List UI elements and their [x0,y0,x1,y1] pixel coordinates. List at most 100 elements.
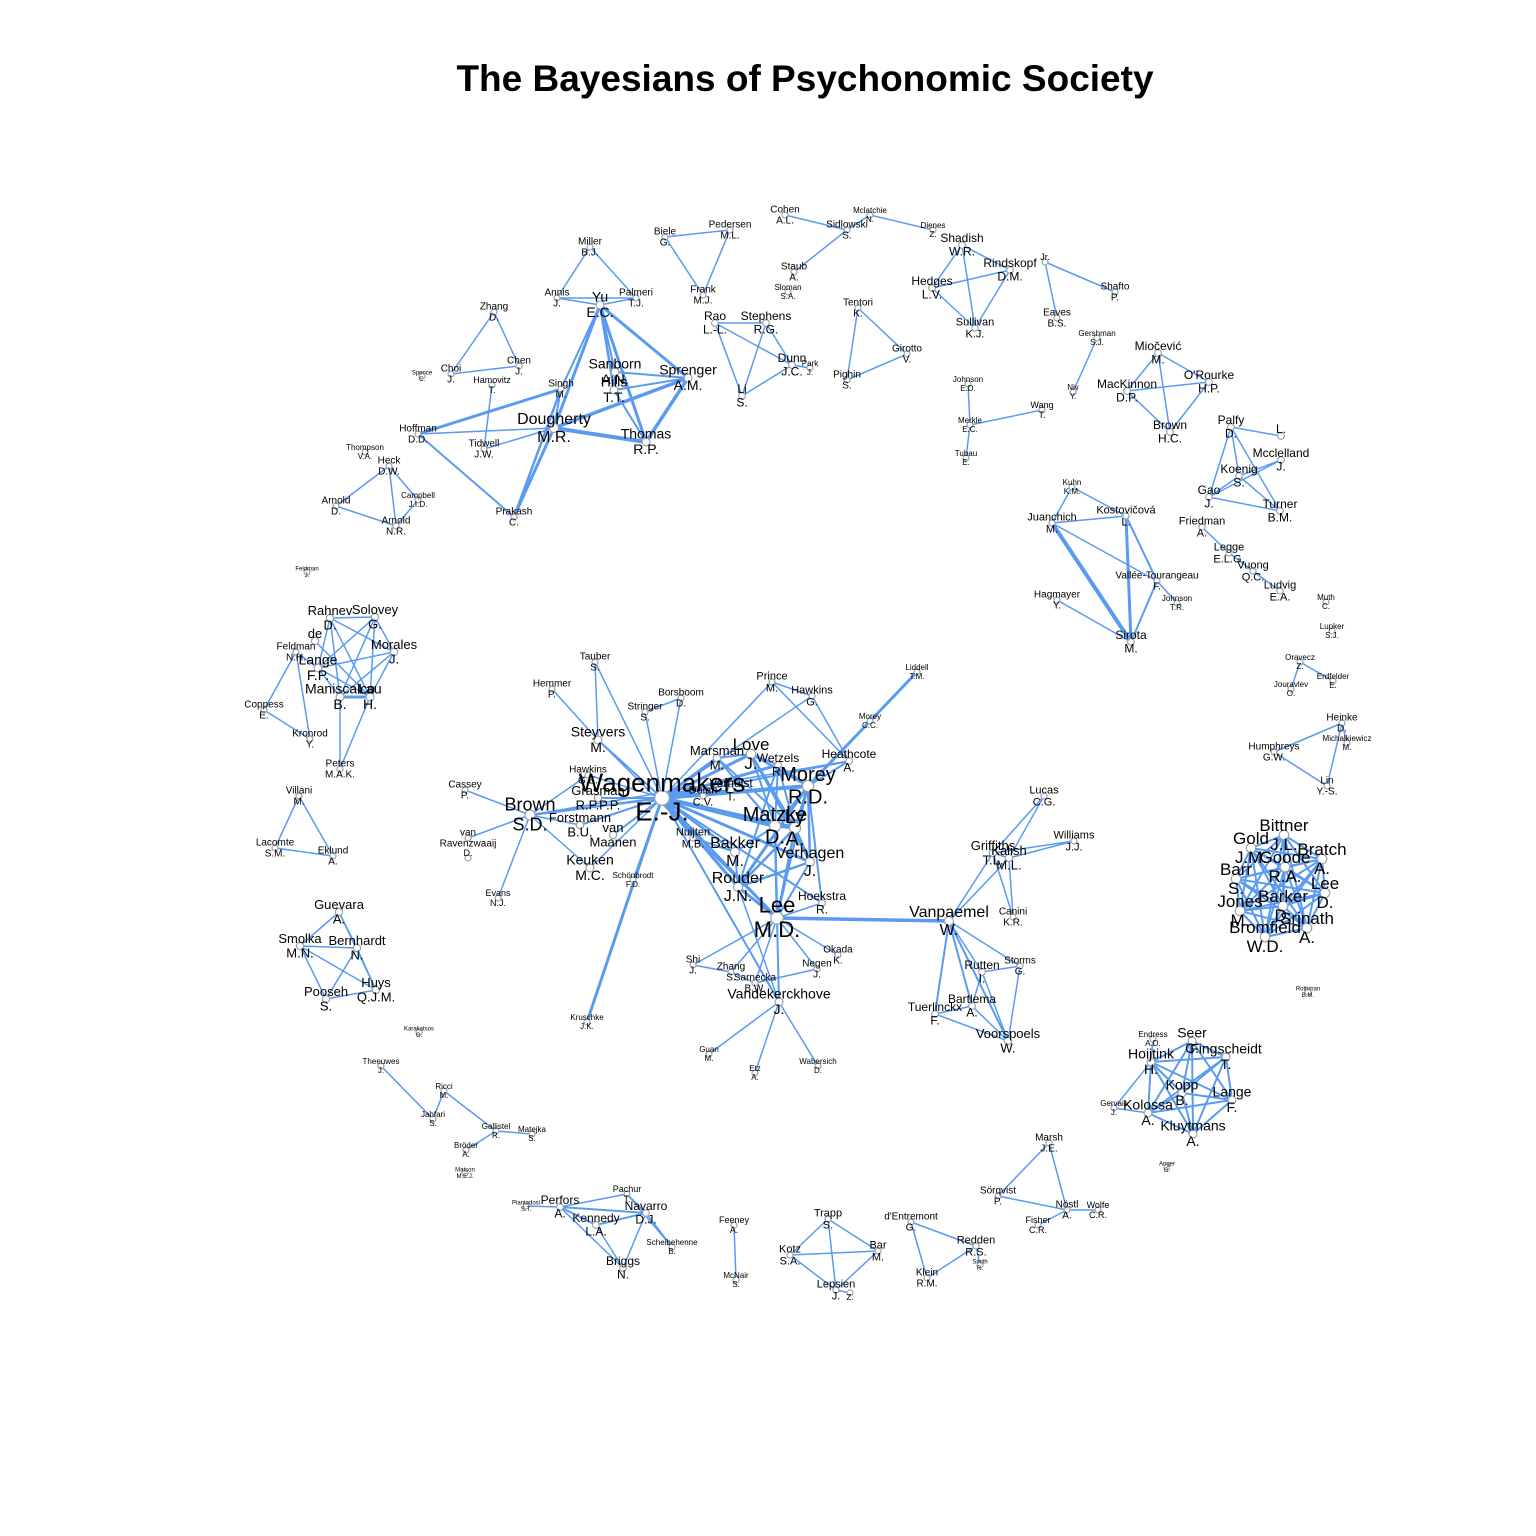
author-node-evans [494,894,502,902]
author-initials: J. [689,966,697,977]
author-node-jones [1234,905,1246,917]
author-node-trapp [824,1215,832,1223]
author-surname: Marsh [1035,1133,1063,1144]
author-node-jahfari [429,1115,437,1123]
author-initials: S. [823,1220,833,1232]
author-surname: Eklund [318,846,349,857]
author-initials: S.M. [265,849,286,860]
author-surname: Kotz [779,1243,801,1255]
coauthor-edge-brownsd-hawkinsgm [529,774,589,816]
author-initials: M. [710,757,724,772]
author-surname: Lange [1213,1084,1252,1100]
author-label-hedges: Hedges L.V. [911,274,952,301]
author-label-tubau: Tubau E. [955,449,977,467]
author-node-peters [336,765,344,773]
author-node-lange [313,663,323,673]
author-surname: Piantadosi [512,1201,540,1207]
author-label-griffiths: Griffiths T.L. [971,838,1016,868]
coauthor-edge-brownsd-evans [497,814,531,899]
author-surname: Ludvig [1264,579,1296,591]
author-node-srinath [1301,922,1313,934]
author-label-merkle: Merkle E.C. [958,416,983,434]
coauthor-edge-langef-kluytmans [1192,1099,1233,1135]
author-initials: N. [351,947,364,962]
author-initials: T.M. [909,672,924,681]
author-node-dienes [929,226,937,234]
coauthor-edge-love-matzke [750,753,776,827]
author-surname: Arnold [382,516,411,527]
author-surname: Endress [1138,1030,1167,1039]
author-surname: Lucas [1029,784,1059,796]
author-label-vanravenzwaaij: van Ravenzwaaij [440,828,497,850]
author-initials: K. [833,956,842,967]
coauthor-edge-legge-vuong [1228,552,1254,572]
coauthor-edge-seer-kopp [1181,1040,1193,1094]
author-initials: L.A. [585,1224,606,1238]
author-initials: A. [462,1150,470,1159]
author-initials: J.I.D. [409,500,428,509]
author-surname: Sanborn [589,356,642,372]
author-initials: S. [842,381,851,392]
author-surname: Pedersen [709,220,752,231]
author-label-gao: Gao J. [1198,483,1221,510]
author-surname: Hemmer [533,679,572,690]
author-surname: Sloman [774,283,801,292]
author-surname: Lee [1311,874,1339,893]
coauthor-edge-vallee-sirota [1130,580,1158,643]
author-label-hawkinsgm: Hawkins G.E. [569,765,607,787]
author-node-stephens [762,319,770,327]
author-surname: Rindskopf [983,256,1037,270]
author-label-bakker: Bakker M. [710,835,760,870]
author-surname: Cassey [448,780,481,791]
author-initials: E.C. [586,304,613,320]
author-surname: Sarnecka [734,973,777,984]
author-initials: S. [732,1280,740,1289]
author-label-ludvig: Ludvig E.A. [1264,579,1296,603]
author-node-sarnecka [751,979,759,987]
author-node-marsman [712,753,722,763]
author-node-lepz [846,1289,854,1297]
coauthor-edge-lucas-griffiths [992,795,1045,854]
coauthor-edge-gold-bratch [1250,847,1323,860]
author-node-tentori [854,304,862,312]
author-initials: R. [492,1131,500,1140]
coauthor-edge-vallee-johnsontr [1156,580,1178,604]
author-label-wagenmakers: Wagenmakers E.-J. [579,768,746,827]
author-label-nostl: Nöstl A. [1056,1200,1079,1222]
author-initials: E.L.G. [1213,554,1244,566]
author-node-voorspoels [1003,1036,1013,1046]
author-node-vuong [1249,567,1257,575]
author-label-rahnev: Rahnev D. [308,603,353,633]
coauthor-edge-leemd-vandekerckhove [776,917,780,1003]
author-node-gershman [1093,334,1101,342]
author-label-biele: Biele G. [654,227,677,249]
author-label-wabersich: Wabersich D. [799,1057,837,1075]
author-node-kolossa [1143,1108,1153,1118]
author-label-sarnecka: Sarnecka B.W. [734,973,777,995]
author-label-bar: Bar M. [869,1239,886,1263]
author-initials: J. [1204,496,1213,510]
author-surname: Gervais [1100,1099,1128,1108]
author-label-vanmaanen: van Maanen [590,820,637,850]
author-initials: R.M. [916,1279,937,1290]
author-node-sirota [1127,638,1135,646]
author-node-wabersich [814,1062,822,1070]
coauthor-edge-kolossa-kluytmans [1147,1112,1194,1135]
coauthor-edge-wetzels-ly [777,764,796,829]
coauthor-edge-barr-jones [1235,878,1241,912]
author-initials: F.P. [307,667,329,683]
author-surname: Etz [749,1064,761,1073]
author-initials: J. [813,970,821,981]
author-initials: S. [726,973,735,984]
author-node-wolfe [1094,1206,1102,1214]
author-surname: McNair [723,1271,749,1280]
author-label-pighin: Pighin S. [833,370,861,392]
author-surname: Johnson [1162,594,1192,603]
author-initials: J. [804,863,816,880]
author-surname: Redden [957,1234,996,1246]
author-initials: N.H. [286,653,306,664]
author-node-goode [1279,861,1291,873]
author-initials: D. [1317,893,1334,912]
coauthor-edge-barker-srinath [1282,905,1308,929]
author-node-sidlowski [843,226,851,234]
